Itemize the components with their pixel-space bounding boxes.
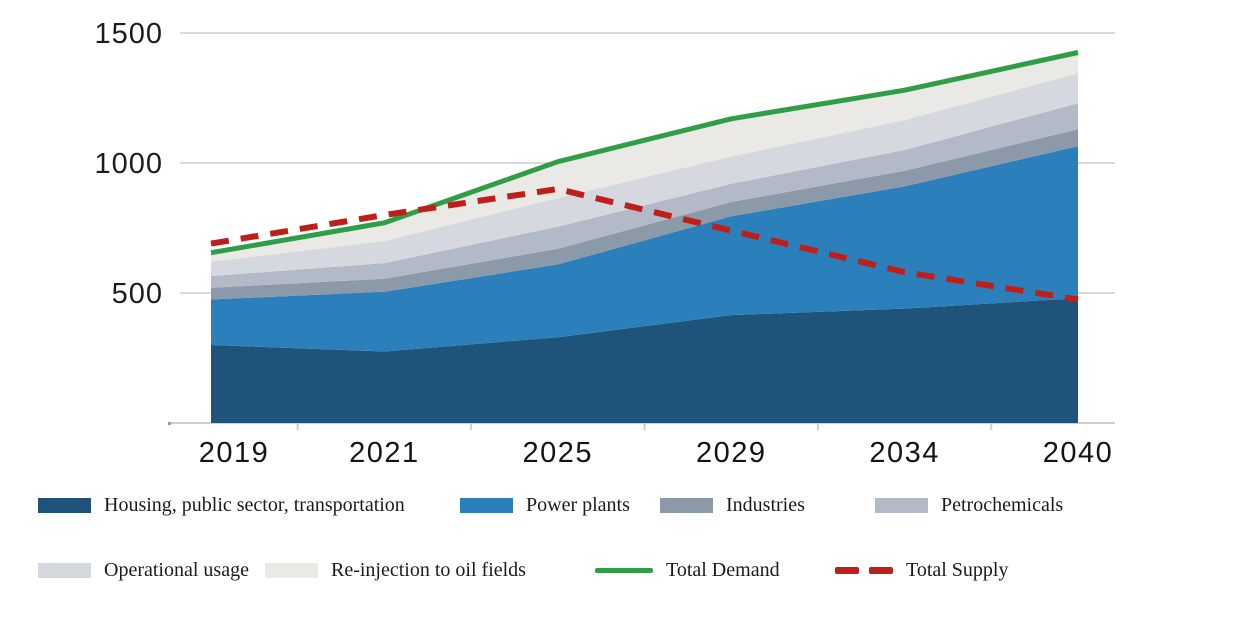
y-axis-tick-label: 1500 <box>94 18 163 50</box>
y-axis-tick-label: 1000 <box>94 148 163 180</box>
chart-canvas: 500 1000 1500 2019 2021 2025 2029 2034 2040 <box>94 18 1115 469</box>
area-housing-public-sector-transportation <box>211 298 1078 423</box>
legend-item-industries: Industries <box>660 494 805 517</box>
x-axis-tick-label-2029: 2029 <box>696 437 767 469</box>
axis-origin-mark <box>168 422 171 425</box>
legend-item-operational-usage: Operational usage <box>38 559 249 582</box>
y-axis-tick-label: 500 <box>112 278 163 310</box>
legend-dash <box>869 567 893 574</box>
total-demand-line <box>210 50 1079 256</box>
legend-dash-swatch <box>835 567 893 574</box>
legend-swatch <box>875 498 928 513</box>
legend-item-power-plants: Power plants <box>460 494 630 517</box>
area-operational-usage <box>211 73 1078 277</box>
x-axis-tick-label-2021: 2021 <box>349 437 420 469</box>
x-axis-tick-label-2025: 2025 <box>523 437 594 469</box>
legend-label: Total Demand <box>666 559 780 581</box>
x-axis-tick-label-2040: 2040 <box>1043 437 1114 469</box>
legend-dash <box>835 567 859 574</box>
legend-swatch <box>38 563 91 578</box>
x-axis-tick-label-2019: 2019 <box>199 437 270 469</box>
legend-row-2: Operational usage Re-injection to oil fie… <box>0 559 1241 583</box>
area-power-plants <box>211 146 1078 352</box>
legend-swatch <box>460 498 513 513</box>
legend-swatch <box>660 498 713 513</box>
legend-label: Power plants <box>526 494 630 516</box>
legend-label: Total Supply <box>906 559 1009 581</box>
legend-item-petrochemicals: Petrochemicals <box>875 494 1063 517</box>
legend-line-swatch <box>595 568 653 573</box>
legend-item-total-supply: Total Supply <box>835 559 1009 582</box>
legend-item-total-demand: Total Demand <box>595 559 780 582</box>
legend-row-1: Housing, public sector, transportation Po… <box>0 494 1241 518</box>
x-axis-tick-label-2034: 2034 <box>869 437 940 469</box>
legend-item-housing-public-sector-transportation: Housing, public sector, transportation <box>38 494 405 517</box>
legend-label: Petrochemicals <box>941 494 1064 516</box>
legend-label: Operational usage <box>104 559 249 581</box>
legend-label: Re-injection to oil fields <box>331 559 526 581</box>
legend-swatch <box>265 563 318 578</box>
legend-label: Industries <box>726 494 805 516</box>
legend-label: Housing, public sector, transportation <box>104 494 405 516</box>
legend-item-re-injection-to-oil-fields: Re-injection to oil fields <box>265 559 526 582</box>
legend-swatch <box>38 498 91 513</box>
total-supply-line <box>210 186 1079 303</box>
